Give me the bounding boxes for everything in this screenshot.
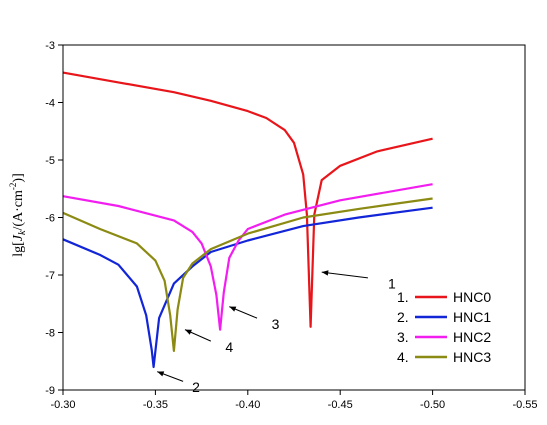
legend-number: 1. xyxy=(397,289,409,305)
x-tick-label: -0.55 xyxy=(512,399,537,411)
annotation-arrowhead xyxy=(321,270,329,276)
annotation-arrowhead xyxy=(157,371,165,377)
y-tick-label: -4 xyxy=(45,98,55,110)
annotation-arrowhead xyxy=(184,329,192,335)
series-line-hnc1 xyxy=(62,206,433,369)
series-line-hnc0 xyxy=(62,71,433,328)
y-tick-label: -9 xyxy=(45,385,55,397)
legend-number: 4. xyxy=(397,349,409,365)
y-tick-label: -8 xyxy=(45,328,55,340)
annotation-label: 2 xyxy=(192,379,200,395)
annotation-arrowhead xyxy=(229,306,237,312)
x-tick-label: -0.30 xyxy=(50,399,75,411)
legend: 1. HNC0 2. HNC1 3. HNC2 4. HNC3 xyxy=(397,289,491,365)
y-axis-label: lg[Jk/(A·cm-2)] xyxy=(8,173,28,257)
x-tick-label: -0.50 xyxy=(420,399,445,411)
legend-series-name: HNC3 xyxy=(453,349,491,365)
x-axis-ticks: -0.30 -0.35 -0.40 -0.45 -0.50 -0.55 xyxy=(50,390,538,411)
legend-series-name: HNC0 xyxy=(453,289,491,305)
annotation-label: 1 xyxy=(388,276,396,292)
annotation-label: 4 xyxy=(225,339,233,355)
x-tick-label: -0.45 xyxy=(328,399,353,411)
series-curves xyxy=(62,71,433,369)
curve-annotations: 1 2 3 4 xyxy=(157,270,396,395)
y-tick-label: -5 xyxy=(45,155,55,167)
annotation-arrow xyxy=(321,271,368,279)
y-tick-label: -7 xyxy=(45,270,55,282)
series-line-hnc3 xyxy=(62,197,433,352)
annotation-label: 3 xyxy=(272,316,280,332)
legend-number: 2. xyxy=(397,309,409,325)
x-tick-label: -0.35 xyxy=(143,399,168,411)
y-axis-ticks: -3 -4 -5 -6 -7 -8 -9 xyxy=(45,40,63,397)
legend-series-name: HNC2 xyxy=(453,329,491,345)
legend-series-name: HNC1 xyxy=(453,309,491,325)
series-line-hnc2 xyxy=(62,183,433,331)
legend-number: 3. xyxy=(397,329,409,345)
y-tick-label: -3 xyxy=(45,40,55,52)
x-tick-label: -0.40 xyxy=(235,399,260,411)
y-tick-label: -6 xyxy=(45,213,55,225)
